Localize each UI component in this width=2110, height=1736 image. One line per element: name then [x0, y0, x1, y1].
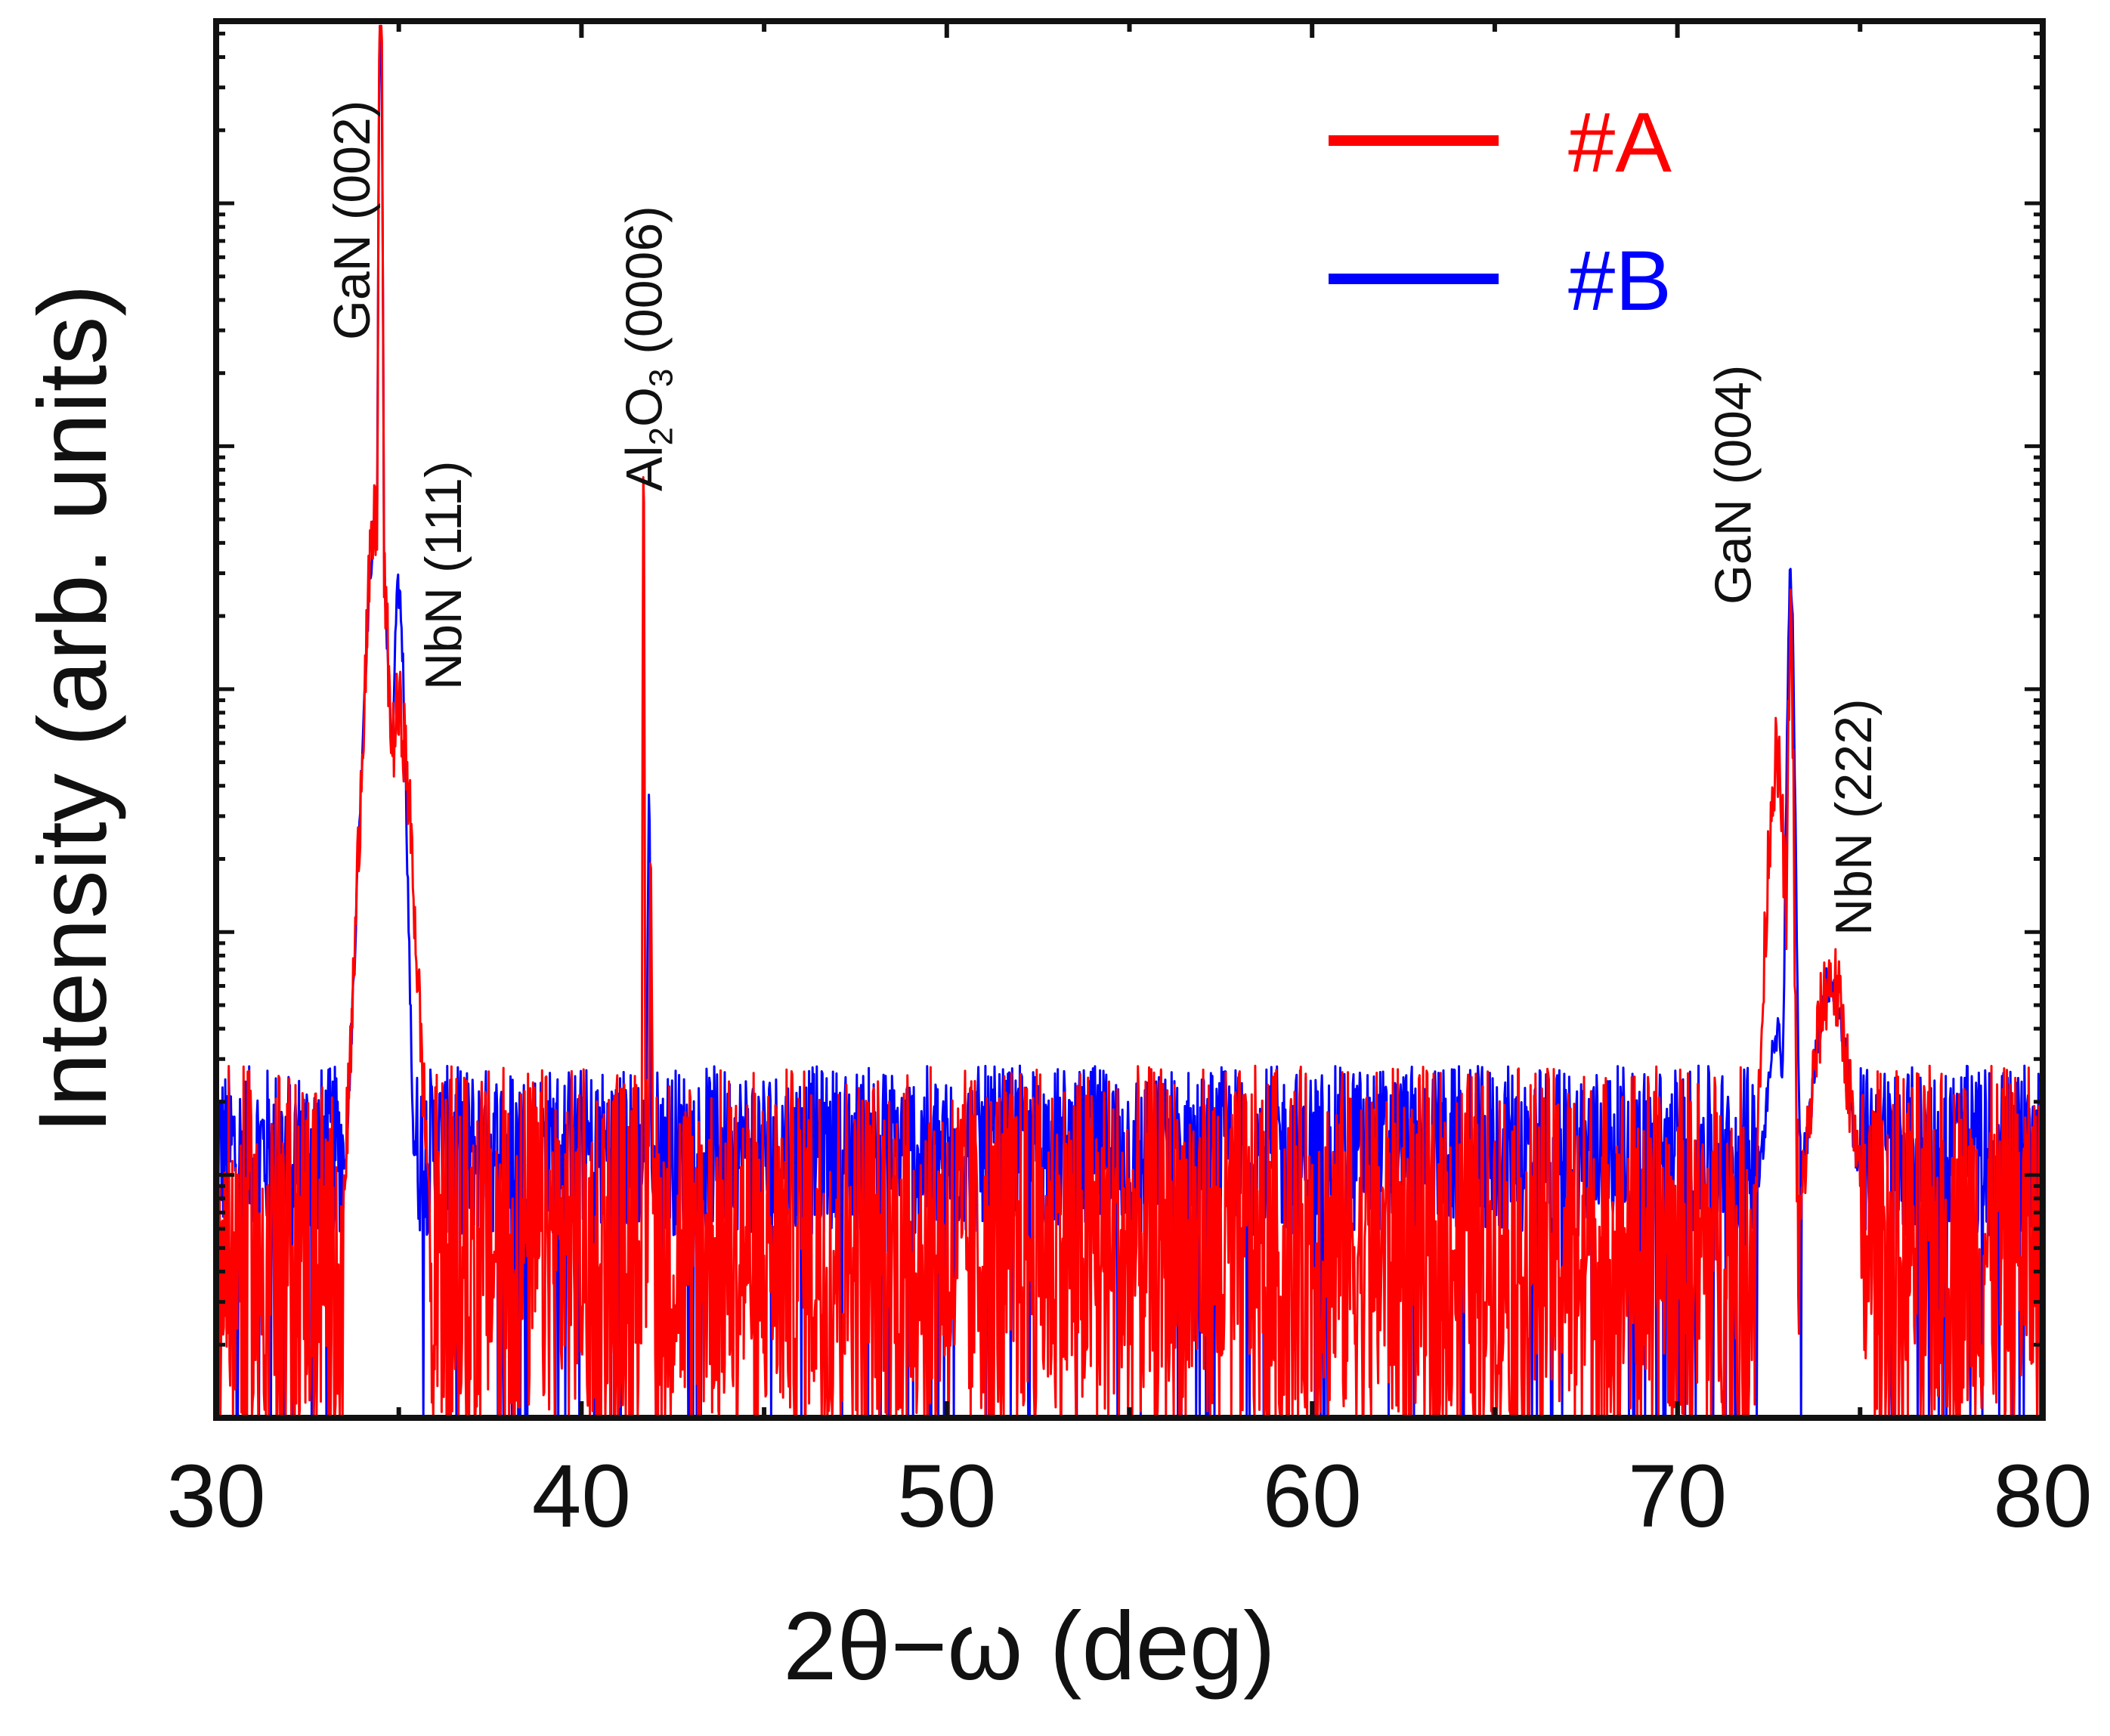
x-axis-label: 2θ−ω (deg)	[783, 1592, 1275, 1700]
x-tick-labels: 30 40 50 60 70 80	[166, 1447, 2092, 1546]
x-tick-label: 30	[166, 1447, 265, 1546]
legend-label-a: #A	[1568, 95, 1672, 190]
plot-area	[213, 18, 2046, 1421]
x-tick-label: 50	[897, 1447, 996, 1546]
peak-label-al2o3-0006: Al2O3 (0006)	[616, 206, 680, 491]
x-tick-label: 80	[1993, 1447, 2092, 1546]
x-tick-label: 70	[1628, 1447, 1727, 1546]
y-axis-label: Intensity (arb. units)	[19, 284, 127, 1134]
subscript-2: 2	[643, 427, 680, 445]
peak-annotations: GaN (002) NbN (111) Al2O3 (0006) GaN (00…	[323, 101, 1883, 936]
peak-label-nbn-111: NbN (111)	[415, 460, 472, 690]
plot-frame	[213, 18, 2046, 1421]
peak-label-nbn-222: NbN (222)	[1825, 698, 1883, 936]
peak-label-gan-002: GaN (002)	[323, 101, 381, 340]
peak-label-gan-004: GaN (004)	[1704, 365, 1762, 605]
series-layer	[215, 24, 2044, 1419]
legend-label-b: #B	[1568, 234, 1672, 328]
legend: #A #B	[1329, 95, 1672, 328]
x-tick-label: 60	[1263, 1447, 1362, 1546]
subscript-3: 3	[643, 369, 680, 387]
x-tick-label: 40	[532, 1447, 631, 1546]
series-line-a	[215, 24, 2044, 1419]
